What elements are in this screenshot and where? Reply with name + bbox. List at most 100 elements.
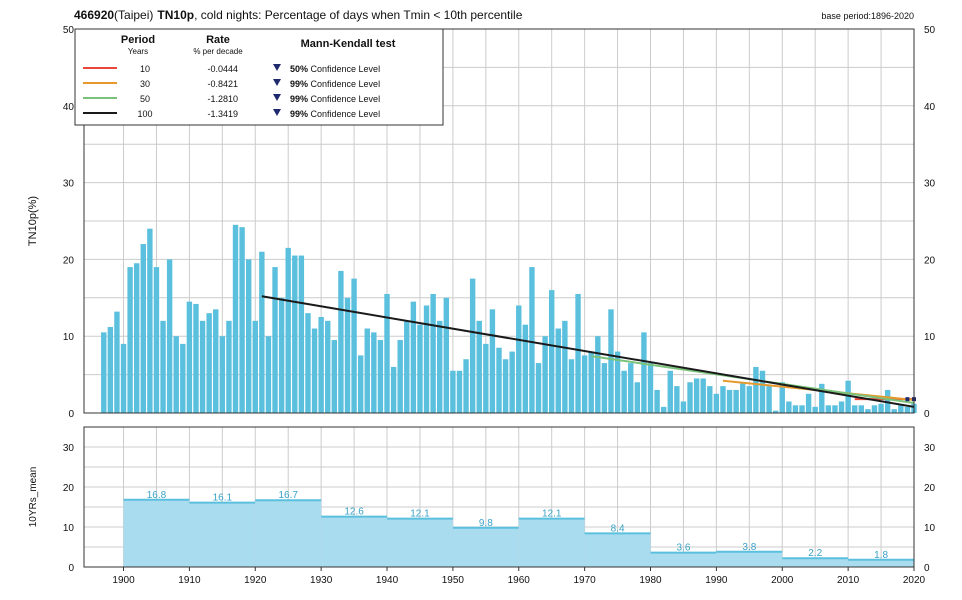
triangle-down-icon	[273, 94, 281, 101]
bar-1972	[595, 336, 601, 413]
legend-confidence: 50% Confidence Level	[290, 64, 380, 74]
bar-1942	[397, 340, 403, 413]
bar-1970	[581, 355, 588, 413]
significance-marker	[905, 397, 910, 402]
bar-1908	[173, 336, 179, 413]
bar-1933	[338, 270, 344, 413]
bar-1949	[443, 297, 450, 413]
bar-1924	[278, 297, 285, 413]
bar-1962	[529, 267, 535, 413]
legend-period-unit: Years	[128, 47, 148, 56]
bar-2017	[891, 409, 897, 413]
bar-1973	[601, 363, 608, 413]
bar-1917	[232, 224, 239, 413]
decade-mean-1990	[716, 551, 783, 567]
legend-period: 100	[137, 109, 152, 119]
bar-1923	[272, 267, 278, 413]
bar-2005	[812, 406, 818, 413]
y-tick-label-left: 20	[63, 255, 75, 266]
bar-1937	[364, 328, 370, 413]
legend-rate: -0.8421	[207, 79, 238, 89]
y-tick-label-left: 10	[63, 523, 75, 534]
y-tick-label-left: 10	[63, 332, 75, 343]
bar-1961	[522, 324, 529, 413]
bar-1913	[206, 313, 212, 413]
bar-1968	[568, 359, 575, 413]
bar-2010	[845, 380, 851, 413]
y-tick-label-left: 20	[63, 483, 75, 494]
x-tick-label: 1930	[310, 575, 333, 586]
legend-test-header: Mann-Kendall test	[301, 38, 396, 50]
bar-1918	[239, 227, 245, 413]
bar-1931	[325, 320, 331, 413]
x-tick-label: 1950	[442, 575, 465, 586]
bar-2001	[786, 401, 792, 413]
bar-2019	[904, 406, 911, 413]
bar-1967	[562, 320, 568, 413]
bar-1906	[160, 320, 166, 413]
bar-1979	[641, 332, 647, 413]
triangle-down-icon	[273, 109, 281, 116]
x-tick-label: 1980	[639, 575, 662, 586]
y-tick-label-left: 30	[63, 443, 75, 454]
bar-1905	[153, 267, 160, 413]
bar-2006	[819, 383, 825, 413]
bar-1960	[516, 305, 522, 413]
decade-mean-1980	[650, 552, 717, 567]
bar-1936	[357, 355, 364, 413]
bar-1904	[147, 228, 153, 413]
bar-1976	[621, 370, 627, 413]
legend-box	[74, 28, 444, 126]
decade-mean-label: 12.1	[542, 509, 562, 520]
top-plot-frame	[83, 28, 915, 414]
x-tick-label: 2000	[771, 575, 794, 586]
bar-1969	[575, 293, 581, 413]
bar-1996	[753, 366, 759, 413]
y-tick-label-right: 20	[924, 483, 936, 494]
x-tick-label: 2020	[903, 575, 926, 586]
bar-2007	[825, 405, 832, 413]
bar-1977	[628, 363, 634, 413]
bar-1902	[133, 263, 140, 413]
decadal-means: 16.8 16.1 16.7 12.6 12.1 9.8 12.1 8.4 3.6 3.8 2.2 1…	[123, 490, 914, 567]
bar-1964	[542, 336, 548, 413]
bar-1951	[456, 370, 463, 413]
bar-1897	[101, 332, 107, 413]
decade-mean-label: 2.2	[808, 548, 822, 559]
chart-title: 466920(Taipei) TN10p, cold nights: Percen…	[74, 8, 523, 22]
y-tick-label-right: 20	[924, 255, 936, 266]
decade-mean-1910	[189, 502, 256, 567]
x-tick-label: 1900	[112, 575, 135, 586]
decade-mean-1930	[321, 516, 388, 567]
bar-1910	[186, 301, 193, 413]
decade-mean-label: 12.6	[344, 507, 364, 518]
top-y-axis-label: TN10p(%)	[27, 196, 39, 246]
y-tick-label-right: 0	[924, 409, 930, 420]
bar-1921	[259, 251, 265, 413]
x-tick-label: 1990	[705, 575, 728, 586]
bar-1941	[390, 366, 397, 413]
base-period-label: base period:1896-2020	[821, 11, 914, 21]
bar-1959	[509, 351, 515, 413]
y-tick-label-right: 0	[924, 563, 930, 574]
y-tick-label-left: 0	[68, 563, 74, 574]
decade-mean-label: 3.8	[742, 542, 756, 553]
y-tick-label-right: 30	[924, 443, 936, 454]
bar-1975	[614, 351, 621, 413]
bar-1943	[404, 320, 410, 413]
legend-rate-header: Rate	[206, 34, 230, 46]
decade-mean-label: 9.8	[479, 518, 493, 529]
bar-1953	[469, 278, 476, 413]
bar-1965	[548, 290, 555, 413]
decade-mean-label: 16.7	[278, 490, 298, 501]
bar-2011	[852, 405, 858, 413]
bar-1934	[344, 297, 351, 413]
bar-2013	[865, 409, 871, 413]
bar-2018	[898, 405, 904, 413]
y-tick-label-right: 10	[924, 523, 936, 534]
bar-1954	[476, 320, 482, 413]
y-tick-label-right: 10	[924, 332, 936, 343]
bar-1912	[199, 320, 206, 413]
